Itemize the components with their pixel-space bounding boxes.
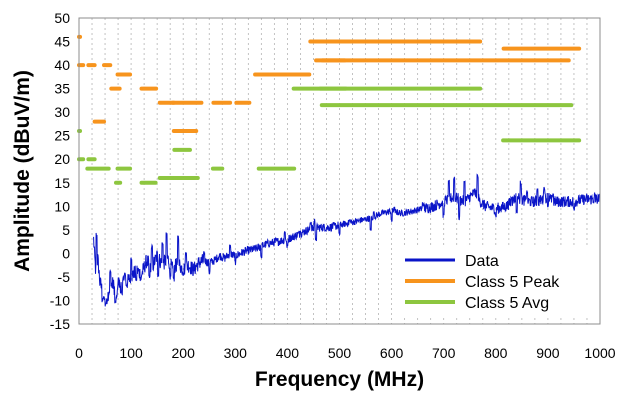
y-tick-label: 10	[54, 198, 70, 214]
y-tick-label: 5	[62, 222, 70, 238]
y-tick-label: -5	[58, 269, 71, 285]
tick-labels: 0 100 200 300 400 500 600 700 800 900 1000-15-10-5…	[50, 10, 616, 361]
y-tick-label: 50	[54, 10, 70, 26]
y-tick-label: -15	[50, 316, 70, 332]
x-tick-label: 600	[380, 345, 404, 361]
y-tick-label: 45	[54, 34, 70, 50]
x-tick-label: 500	[328, 345, 352, 361]
y-axis-title: Amplitude (dBuV/m)	[11, 70, 34, 272]
x-tick-label: 200	[172, 345, 196, 361]
legend: Data Class 5 Peak Class 5 Avg	[398, 248, 596, 316]
x-tick-label: 300	[224, 345, 248, 361]
legend-peak-label: Class 5 Peak	[465, 274, 560, 291]
y-tick-label: 20	[54, 151, 70, 167]
legend-data-label: Data	[465, 253, 499, 270]
x-tick-label: 800	[484, 345, 508, 361]
x-tick-label: 400	[276, 345, 300, 361]
x-tick-label: 700	[432, 345, 456, 361]
data-trace	[93, 173, 601, 307]
x-tick-label: 100	[119, 345, 143, 361]
y-tick-label: 15	[54, 175, 70, 191]
legend-avg-label: Class 5 Avg	[465, 295, 549, 312]
y-tick-label: 0	[62, 245, 70, 261]
y-tick-label: 40	[54, 57, 70, 73]
x-tick-label: 1000	[584, 345, 615, 361]
x-tick-label: 900	[536, 345, 560, 361]
y-tick-label: 35	[54, 81, 70, 97]
y-tick-label: 30	[54, 104, 70, 120]
y-tick-label: 25	[54, 128, 70, 144]
x-tick-label: 0	[75, 345, 83, 361]
plot-area-frame	[78, 17, 601, 325]
x-axis-title: Frequency (MHz)	[255, 368, 424, 391]
y-tick-label: -10	[50, 292, 70, 308]
series-layer	[77, 34, 601, 307]
